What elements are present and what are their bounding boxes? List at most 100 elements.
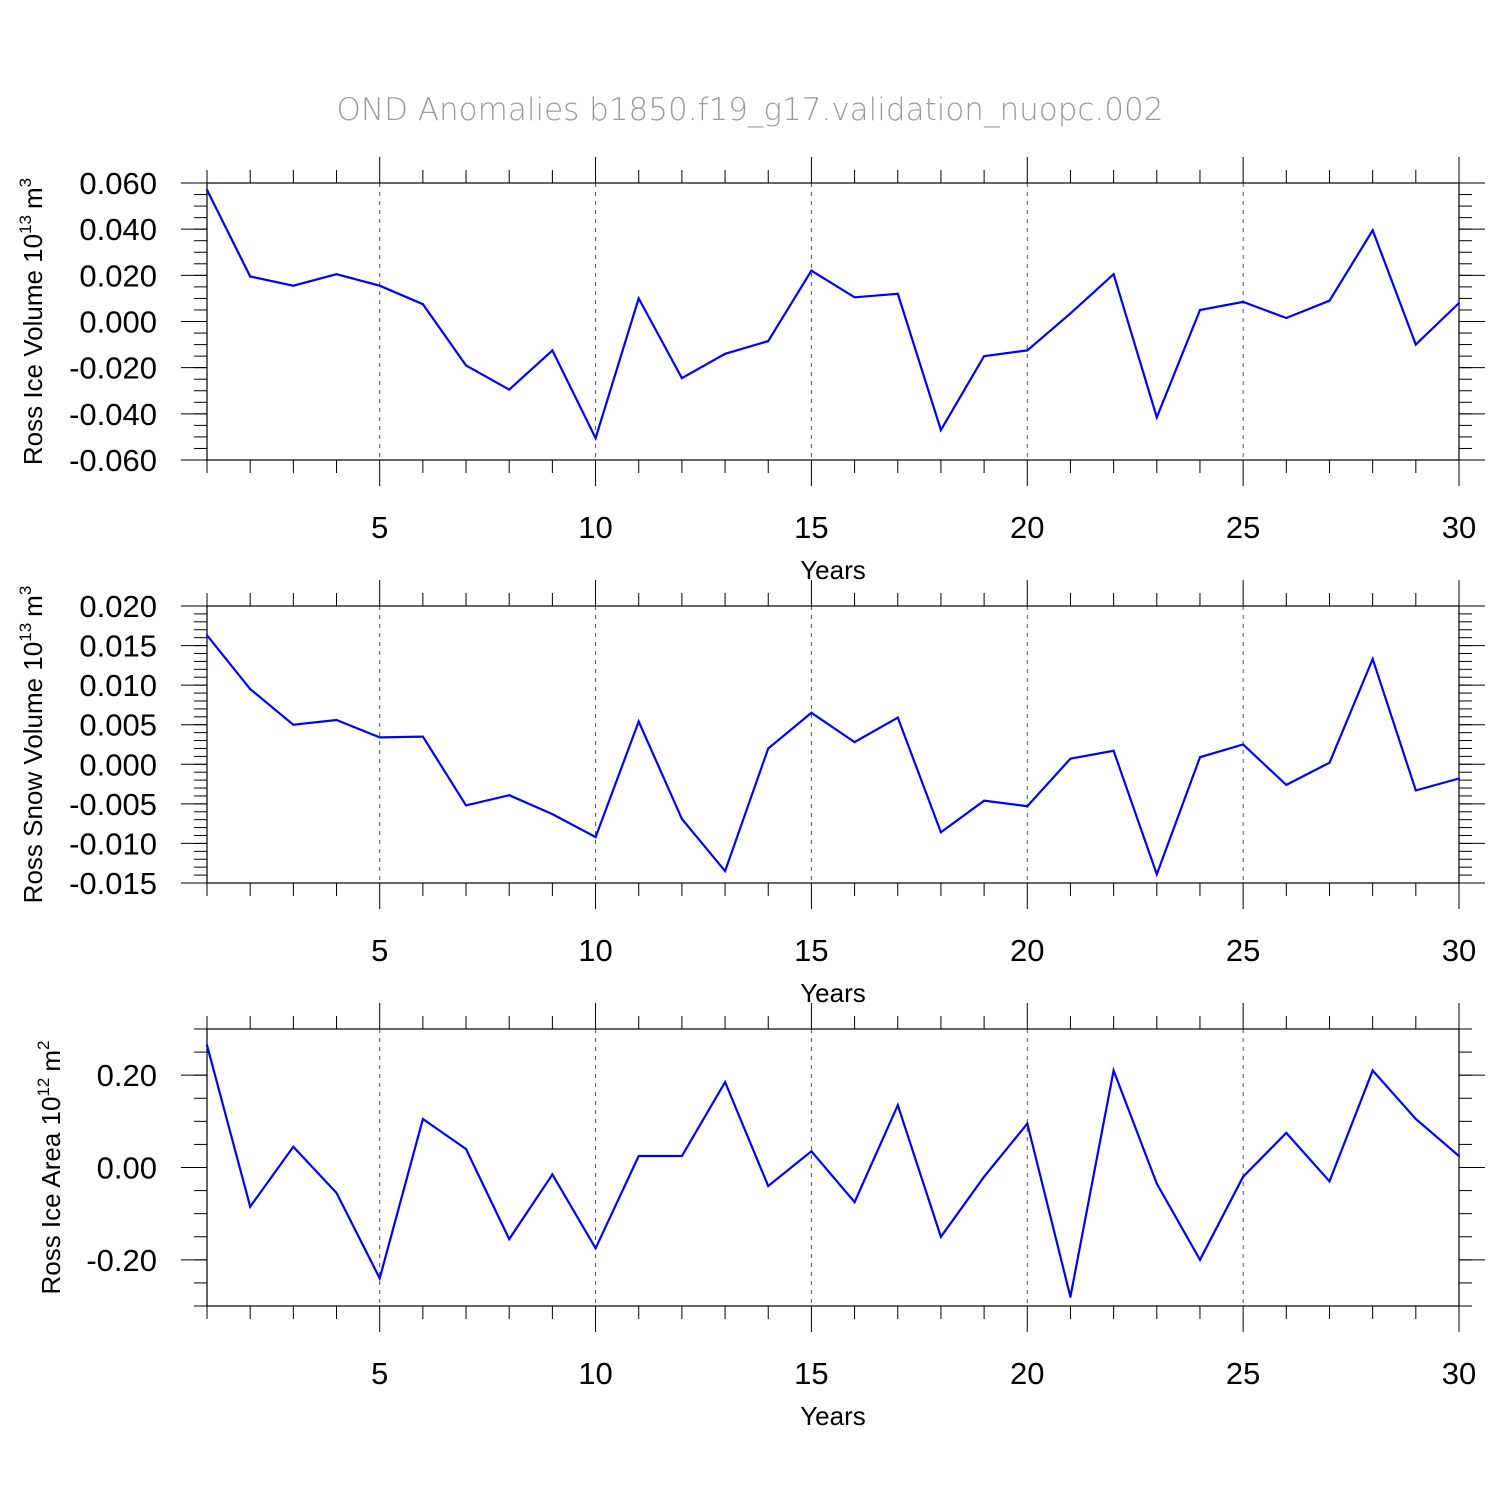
x-axis-label: Years [800,1401,866,1431]
data-point [810,269,813,272]
data-point [939,1235,943,1238]
data-point [896,1104,899,1107]
data-point [1112,273,1115,276]
data-point [464,804,468,807]
x-tick-label: 20 [1010,1356,1044,1391]
data-point [249,688,252,691]
data-point [810,711,813,714]
data-point [723,870,727,873]
y-axis-label-unit-exponent: 3 [16,178,35,187]
data-point [810,1150,813,1153]
data-point [896,716,899,719]
y-tick-label: -0.005 [69,787,157,822]
x-tick-label: 25 [1226,933,1260,968]
y-tick-label: 0.015 [79,629,157,664]
data-point [1414,789,1417,792]
data-point [1155,873,1158,876]
panel-2: -0.015 -0.010 -0.005 0.000 0.005 0.010 0.015 0.… [16,580,1485,1008]
data-point [1242,1175,1245,1178]
plot-frame [206,1028,1460,1307]
data-point [1242,300,1245,303]
data-point [335,273,338,276]
panel-1: -0.060 -0.040 -0.020 0.000 0.020 0.040 0.060 5 1… [16,157,1485,585]
y-tick-label: 0.20 [97,1058,157,1093]
y-tick-label: 0.020 [79,258,157,293]
data-point [508,1237,511,1241]
x-tick-label: 30 [1442,510,1476,545]
data-point [637,1154,640,1158]
data-point [1328,1180,1331,1183]
y-axis-label: Ross Ice Area 1012 m2 [34,1040,66,1294]
data-point [1155,1182,1158,1185]
data-point [1112,1069,1115,1072]
data-point [1198,756,1202,759]
y-tick-label: -0.015 [69,866,157,901]
chart-title: OND Anomalies b1850.f19_g17.validation_n… [337,92,1164,128]
data-point [767,747,770,750]
y-axis-label: Ross Ice Volume 1013 m3 [16,178,48,465]
data-point [1198,308,1202,312]
data-point [335,1191,338,1194]
y-axis-label-exponent: 13 [16,215,35,234]
x-tick-label: 25 [1226,1356,1260,1391]
data-point [1069,312,1072,315]
data-point [1069,1295,1072,1298]
x-tick-label: 30 [1442,1356,1476,1391]
y-tick-label: 0.010 [79,668,157,703]
data-point [983,799,986,802]
y-axis-label-unit-exponent: 3 [16,586,35,595]
data-point [1457,301,1461,305]
data-point [1198,1258,1202,1261]
data-point [983,1175,986,1178]
data-point [205,1044,209,1047]
series-line [205,1044,1460,1298]
data-point [594,835,597,839]
data-point [939,831,943,834]
y-axis-label-exponent: 13 [16,623,35,642]
data-point [680,1154,683,1158]
x-tick-label: 15 [794,1356,828,1391]
x-tick-label: 10 [578,933,612,968]
data-point [508,794,511,797]
plot-frame [206,605,1460,884]
data-point [637,720,640,723]
y-tick-label: 0.020 [79,589,157,624]
data-point [551,349,554,352]
data-point [723,1080,727,1084]
data-point [292,1145,295,1148]
data-point [378,284,381,287]
y-axis-label-main: Ross Ice Area 10 [36,1097,66,1295]
data-point [853,741,856,744]
x-tick-label: 20 [1010,933,1044,968]
data-point [421,1117,424,1121]
data-point [1242,743,1245,746]
x-tick-label: 30 [1442,933,1476,968]
x-tick-label: 5 [371,1356,388,1391]
data-point [767,340,770,343]
data-point [637,297,640,300]
data-point [421,735,424,738]
data-point [723,352,727,355]
data-point [1371,1069,1374,1072]
data-point [594,436,597,440]
y-axis-label: Ross Snow Volume 1013 m3 [16,586,48,904]
data-point [205,188,209,192]
x-axis-label: Years [800,978,866,1008]
data-point [464,364,468,367]
x-tick-label: 10 [578,1356,612,1391]
data-point [205,634,209,637]
x-axis-label: Years [800,555,866,585]
y-tick-label: -0.040 [69,397,157,432]
data-point [1069,757,1072,760]
y-axis-label-main: Ross Ice Volume 10 [18,234,48,465]
series-line [206,189,1460,442]
data-point [1285,1131,1288,1134]
data-point [464,1147,468,1151]
data-point [767,1184,770,1188]
data-point [1026,805,1029,808]
data-point [853,296,856,299]
x-tick-label: 5 [371,933,388,968]
y-tick-label: 0.005 [79,708,157,743]
y-tick-label: -0.010 [69,826,157,861]
